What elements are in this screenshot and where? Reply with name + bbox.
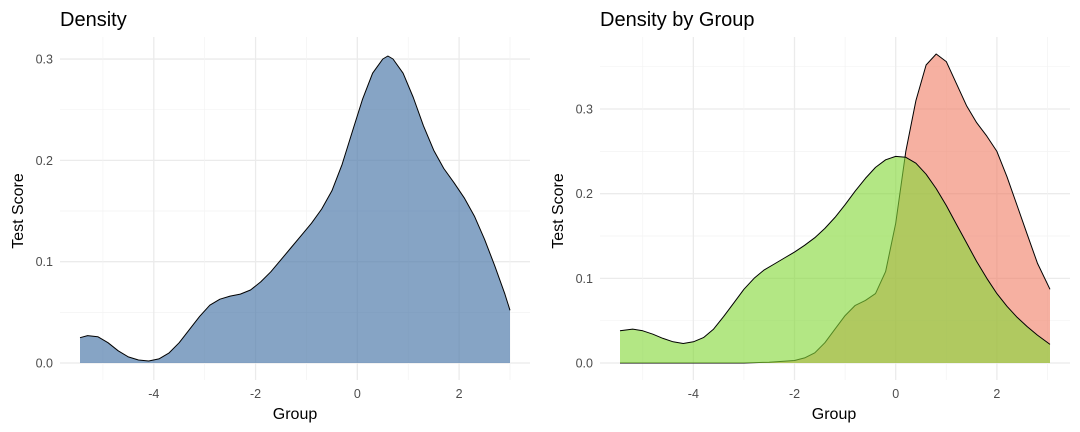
y-tick-label: 0.1 [36,255,53,269]
chart-title: Density by Group [600,9,755,31]
density-outline-1 [79,55,511,362]
density-areas [79,55,511,363]
y-axis-title: Test Score [550,173,567,249]
y-tick-labels: 0.0 0.1 0.2 0.3 [36,53,53,371]
y-tick-label: 0.2 [36,154,53,168]
x-tick-label: 2 [993,387,1000,401]
x-tick-label: 2 [456,387,463,401]
density-by-group-panel: Density by Group -4 -2 0 2 0.0 0.1 0.2 0.3 Gro… [550,9,1070,423]
x-tick-labels: -4 -2 0 2 [688,387,1001,401]
y-tick-label: 0.2 [576,187,593,201]
x-tick-label: -2 [250,387,261,401]
x-tick-label: -2 [789,387,800,401]
x-axis-title: Group [273,406,318,423]
y-axis-title: Test Score [10,173,27,249]
y-tick-label: 0.0 [36,357,53,371]
x-axis-title: Group [812,406,857,423]
chart-title: Density [60,9,127,31]
density-outline-2 [619,155,1051,345]
x-tick-label: 0 [892,387,899,401]
x-tick-label: -4 [688,387,699,401]
y-tick-label: 0.3 [576,103,593,117]
density-panel: Density -4 -2 0 2 0.0 0.1 0.2 0.3 Group Test S… [10,9,530,423]
x-tick-label: -4 [148,387,159,401]
density-area-fill-1 [80,56,510,363]
y-tick-labels: 0.0 0.1 0.2 0.3 [576,103,593,371]
x-tick-labels: -4 -2 0 2 [148,387,462,401]
y-tick-label: 0.3 [36,53,53,67]
y-tick-label: 0.1 [576,272,593,286]
y-tick-label: 0.0 [576,357,593,371]
x-tick-label: 0 [354,387,361,401]
density-areas [619,53,1051,364]
